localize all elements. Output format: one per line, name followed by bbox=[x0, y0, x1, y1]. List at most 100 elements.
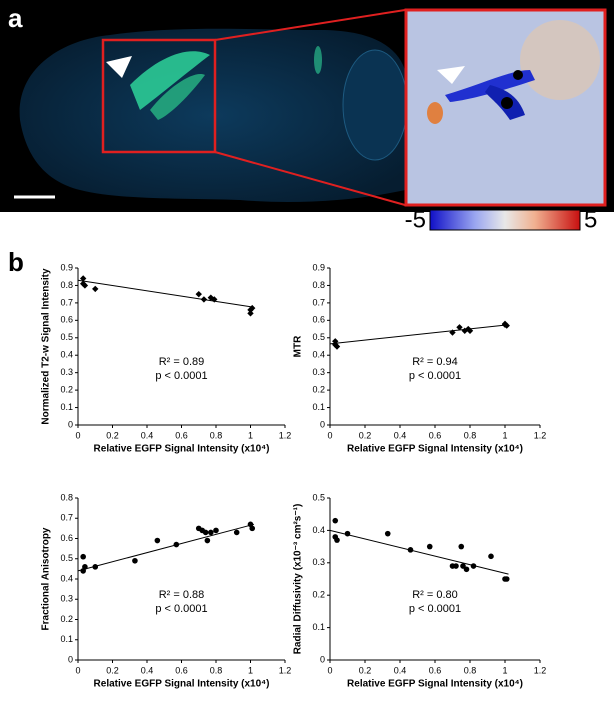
y-tick-label: 0.2 bbox=[312, 590, 325, 600]
x-tick-label: 0.6 bbox=[175, 665, 188, 675]
x-axis-label: Relative EGFP Signal Intensity (x10⁴) bbox=[347, 444, 523, 455]
point bbox=[247, 310, 254, 317]
y-tick-label: 0 bbox=[68, 419, 73, 429]
x-tick-label: 0.6 bbox=[429, 665, 442, 675]
y-tick-label: 0 bbox=[320, 654, 325, 664]
annotation: R² = 0.94 bbox=[412, 356, 458, 368]
point bbox=[449, 329, 456, 336]
trendline bbox=[77, 279, 255, 308]
point bbox=[173, 541, 180, 548]
inset-region bbox=[427, 102, 443, 124]
y-tick-label: 0 bbox=[68, 654, 73, 664]
annotation: p < 0.0001 bbox=[155, 603, 207, 615]
point bbox=[453, 563, 459, 569]
point bbox=[82, 564, 88, 570]
y-tick-label: 0.3 bbox=[312, 557, 325, 567]
egfp-signal bbox=[150, 74, 205, 120]
point bbox=[456, 324, 463, 331]
y-tick-label: 0.9 bbox=[60, 262, 73, 272]
x-tick-label: 1.2 bbox=[279, 665, 292, 675]
x-tick-label: 0.8 bbox=[210, 665, 223, 675]
y-tick-label: 0.5 bbox=[312, 492, 325, 502]
x-axis-label: Relative EGFP Signal Intensity (x10⁴) bbox=[347, 679, 523, 690]
x-tick-label: 0.2 bbox=[359, 665, 372, 675]
point bbox=[470, 563, 477, 569]
point bbox=[249, 525, 256, 532]
y-tick-label: 0.8 bbox=[60, 492, 73, 502]
point bbox=[233, 529, 240, 536]
x-tick-label: 1 bbox=[502, 665, 507, 675]
scatter-chart: 0 0.1 0.2 0.3 0.4 0.5 0.6 0.7 0.8 0.9 0 0.2 0.4 0.6 0.… bbox=[293, 262, 547, 454]
y-tick-label: 0.1 bbox=[60, 634, 73, 644]
point bbox=[426, 543, 433, 550]
panel-label: b bbox=[8, 247, 24, 277]
y-tick-label: 0.8 bbox=[60, 280, 73, 290]
y-tick-label: 0.4 bbox=[60, 350, 73, 360]
point bbox=[488, 553, 494, 560]
point bbox=[154, 537, 161, 544]
point bbox=[79, 275, 87, 282]
y-tick-label: 0.6 bbox=[60, 533, 73, 543]
x-tick-label: 0.4 bbox=[141, 665, 154, 675]
x-tick-label: 0.4 bbox=[141, 430, 154, 440]
x-tick-label: 0.2 bbox=[359, 430, 372, 440]
y-tick-label: 0.3 bbox=[312, 367, 325, 377]
arrowhead bbox=[106, 56, 132, 78]
point bbox=[81, 282, 89, 289]
brain-section bbox=[19, 28, 406, 202]
x-tick-label: 0 bbox=[327, 665, 332, 675]
point bbox=[407, 547, 414, 553]
y-tick-label: 0.8 bbox=[312, 280, 325, 290]
point bbox=[247, 306, 254, 314]
point bbox=[208, 529, 214, 536]
x-tick-label: 0.8 bbox=[210, 430, 223, 440]
y-tick-label: 0.7 bbox=[60, 513, 73, 523]
y-tick-label: 0.5 bbox=[312, 332, 325, 342]
scatter-chart: 0 0.1 0.2 0.3 0.4 0.5 0 0.2 0.4 0.6 0.8 1 1.2 Relativ… bbox=[293, 492, 547, 689]
inset-region bbox=[520, 20, 600, 100]
point bbox=[332, 517, 339, 524]
scatter-chart: 0 0.1 0.2 0.3 0.4 0.5 0.6 0.7 0.8 0.9 0 0.2 0.4 0.6 0.… bbox=[41, 262, 292, 454]
point bbox=[332, 338, 339, 345]
point bbox=[202, 529, 209, 536]
point bbox=[92, 285, 99, 293]
point bbox=[213, 527, 219, 534]
x-tick-label: 0 bbox=[75, 430, 80, 440]
point bbox=[204, 537, 211, 544]
y-tick-label: 0.4 bbox=[312, 350, 325, 360]
x-tick-label: 0.8 bbox=[464, 430, 477, 440]
arrowhead bbox=[437, 66, 465, 84]
y-axis-label: MTR bbox=[293, 335, 304, 357]
scatter-chart: 0 0.1 0.2 0.3 0.4 0.5 0.6 0.7 0.8 0 0.2 0.4 0.6 0.8 1 1… bbox=[41, 492, 292, 689]
x-tick-label: 0.6 bbox=[429, 430, 442, 440]
y-tick-label: 0.1 bbox=[312, 622, 325, 632]
trendline bbox=[329, 529, 509, 575]
annotation: p < 0.0001 bbox=[155, 370, 207, 382]
y-tick-label: 0 bbox=[320, 419, 325, 429]
y-tick-label: 0.6 bbox=[60, 315, 73, 325]
egfp-signal bbox=[130, 51, 210, 110]
panel-a: -5 5 a bbox=[0, 0, 614, 233]
point bbox=[132, 557, 138, 564]
y-axis-label: Normalized T2-w Signal Intensity bbox=[41, 268, 52, 425]
point bbox=[92, 564, 99, 570]
y-axis-label: Radial Diffusivity (x10⁻³ cm²s⁻¹) bbox=[293, 504, 304, 655]
trendline bbox=[329, 324, 509, 345]
y-tick-label: 0.1 bbox=[312, 402, 325, 412]
annotation: R² = 0.89 bbox=[159, 356, 205, 368]
annotation: p < 0.0001 bbox=[409, 603, 461, 615]
point bbox=[501, 321, 509, 328]
y-tick-label: 0.9 bbox=[312, 262, 325, 272]
annotation: R² = 0.88 bbox=[159, 589, 205, 601]
zoom-line bbox=[214, 151, 406, 206]
y-tick-label: 0.3 bbox=[60, 594, 73, 604]
y-axis-label: Fractional Anisotropy bbox=[41, 527, 52, 630]
x-tick-label: 0 bbox=[75, 665, 80, 675]
x-tick-label: 0 bbox=[327, 430, 332, 440]
trendline bbox=[77, 523, 255, 572]
zoom-box bbox=[101, 38, 217, 154]
y-tick-label: 0.3 bbox=[60, 367, 73, 377]
x-axis-label: Relative EGFP Signal Intensity (x10⁴) bbox=[94, 679, 270, 690]
y-tick-label: 0.1 bbox=[60, 402, 73, 412]
